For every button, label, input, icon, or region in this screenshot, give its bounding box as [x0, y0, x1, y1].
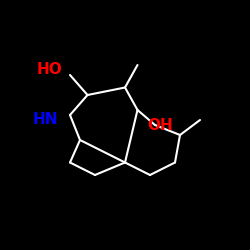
Text: HO: HO	[37, 62, 63, 78]
Text: HN: HN	[32, 112, 58, 128]
Text: OH: OH	[147, 118, 173, 132]
